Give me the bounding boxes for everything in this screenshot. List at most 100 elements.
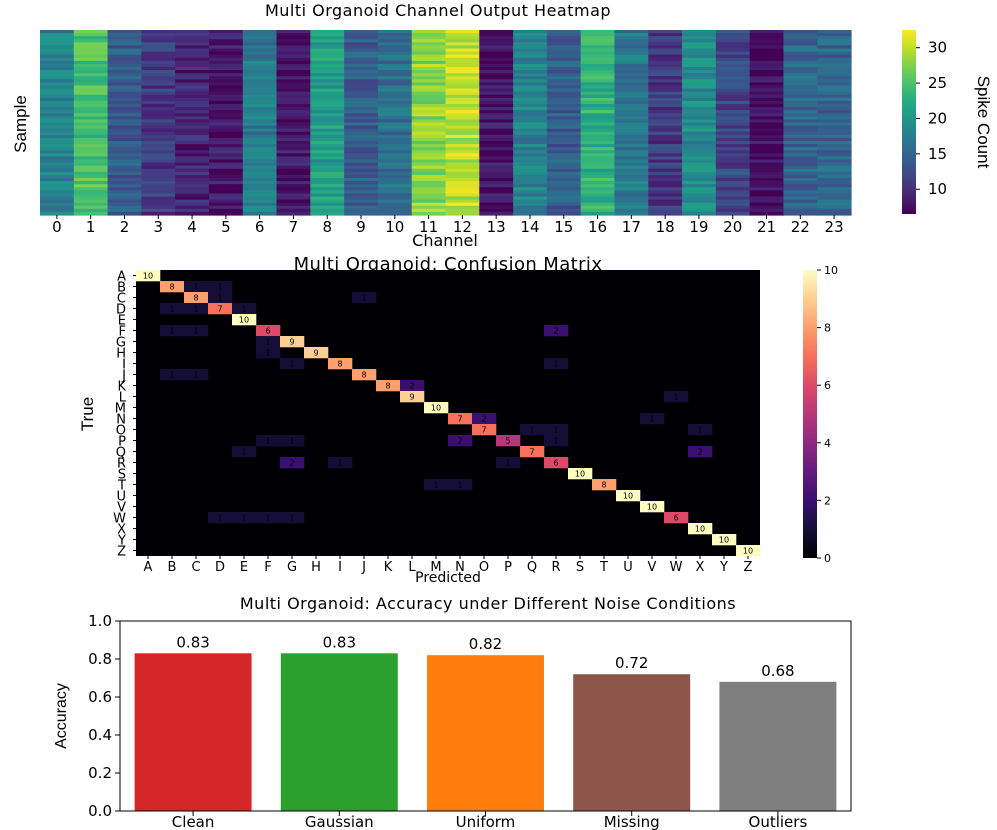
heatmap-cell <box>107 131 142 136</box>
cm-y-tick-label: F <box>119 325 126 340</box>
cm-cell-value: 0 <box>385 426 390 435</box>
heatmap-cell <box>479 153 514 158</box>
heatmap-cell <box>344 208 379 213</box>
heatmap-cell <box>276 45 311 50</box>
cm-cell-value: 0 <box>697 294 702 303</box>
cm-cell-value: 0 <box>169 481 174 490</box>
heatmap-cell <box>310 131 345 136</box>
cm-cell-value: 0 <box>673 360 678 369</box>
cm-cell-value: 0 <box>601 393 606 402</box>
cm-cell-value: 0 <box>313 371 318 380</box>
cm-cell-value: 0 <box>481 382 486 391</box>
cm-cell-value: 0 <box>601 338 606 347</box>
heatmap-cell <box>783 54 818 59</box>
heatmap-cell <box>73 190 109 195</box>
cm-cell-value: 0 <box>625 415 630 424</box>
cm-cell-value: 0 <box>385 272 390 281</box>
heatmap-cell <box>749 30 785 34</box>
cm-cell-value: 0 <box>697 470 702 479</box>
heatmap-cell <box>749 76 785 80</box>
heatmap-cell <box>242 36 278 40</box>
cm-cell-value: 0 <box>745 404 750 413</box>
heatmap-cell <box>614 193 649 198</box>
cm-cell-value: 0 <box>625 481 630 490</box>
cm-cell-value: 0 <box>457 393 462 402</box>
heatmap-cell <box>445 162 480 167</box>
heatmap-cell <box>73 54 109 59</box>
cm-cell-value: 0 <box>217 382 222 391</box>
heatmap-cell <box>783 94 818 99</box>
cm-y-tick-label: L <box>119 391 127 406</box>
heatmap-cell <box>715 70 751 74</box>
cm-cell-value: 0 <box>265 470 270 479</box>
heatmap-cell <box>479 141 514 145</box>
heatmap-cell <box>817 131 852 136</box>
heatmap-cell <box>614 73 649 77</box>
heatmap-cell <box>817 187 852 191</box>
heatmap-cell <box>107 162 142 167</box>
heatmap-cell <box>40 202 75 207</box>
cm-cell-value: 0 <box>145 338 150 347</box>
heatmap-cell <box>344 42 379 47</box>
cm-cell-value: 0 <box>385 360 390 369</box>
heatmap-cell <box>411 199 447 204</box>
heatmap-cell <box>783 51 818 56</box>
cm-cell-value: 0 <box>553 371 558 380</box>
heatmap-cell <box>479 110 514 114</box>
heatmap-cell <box>715 141 751 145</box>
heatmap-cell <box>783 193 818 198</box>
cm-x-tick-label: N <box>455 560 465 575</box>
heatmap-cell <box>513 100 548 105</box>
heatmap-cell <box>546 168 582 173</box>
cm-cell-value: 0 <box>361 316 366 325</box>
heatmap-cell <box>107 57 142 62</box>
cm-cell-value: 8 <box>361 371 366 380</box>
heatmap-cell <box>783 147 818 151</box>
cm-cell-value: 7 <box>481 426 486 435</box>
heatmap-cell <box>344 119 379 124</box>
cm-cell-value: 0 <box>745 525 750 534</box>
heatmap-cell <box>141 97 176 102</box>
heatmap-cell <box>310 190 345 195</box>
heatmap-cell <box>479 193 514 198</box>
cm-cell-value: 0 <box>505 514 510 523</box>
cm-cell-value: 0 <box>457 349 462 358</box>
cm-cell-value: 0 <box>505 360 510 369</box>
heatmap-cell <box>817 45 852 50</box>
heatmap-cell <box>648 190 683 195</box>
heatmap-cell <box>749 104 785 108</box>
heatmap-cell <box>73 162 109 167</box>
heatmap-cell <box>546 104 582 108</box>
cm-x-tick-label: W <box>670 560 683 575</box>
heatmap-cell <box>783 137 818 142</box>
heatmap-cell <box>715 107 751 111</box>
cm-cell-value: 0 <box>433 371 438 380</box>
heatmap-cell <box>208 45 244 50</box>
heatmap-cell <box>749 122 785 127</box>
heatmap-cell <box>715 128 751 133</box>
heatmap-cell <box>513 134 548 139</box>
heatmap-cell <box>344 97 379 102</box>
heatmap-cell <box>344 178 379 182</box>
heatmap-cell <box>715 147 751 151</box>
cm-cell-value: 0 <box>697 338 702 347</box>
heatmap-cell <box>377 181 413 185</box>
heatmap-cell <box>40 51 75 56</box>
cm-cell-value: 0 <box>529 547 534 556</box>
cm-cell-value: 0 <box>361 272 366 281</box>
heatmap-cell <box>377 122 413 127</box>
heatmap-cell <box>73 147 109 151</box>
cm-cell-value: 0 <box>289 316 294 325</box>
heatmap-cell <box>208 165 244 170</box>
cm-cell-value: 0 <box>553 349 558 358</box>
cm-cell-value: 8 <box>193 294 198 303</box>
heatmap-cell <box>479 181 514 185</box>
cm-cell-value: 0 <box>361 536 366 545</box>
cm-cell-value: 0 <box>385 503 390 512</box>
cm-cell-value: 7 <box>217 305 222 314</box>
cm-cell-value: 0 <box>601 294 606 303</box>
cm-cell-value: 0 <box>721 294 726 303</box>
heatmap-cell <box>546 54 582 59</box>
heatmap-cell <box>445 91 480 96</box>
heatmap-cell <box>513 125 548 130</box>
